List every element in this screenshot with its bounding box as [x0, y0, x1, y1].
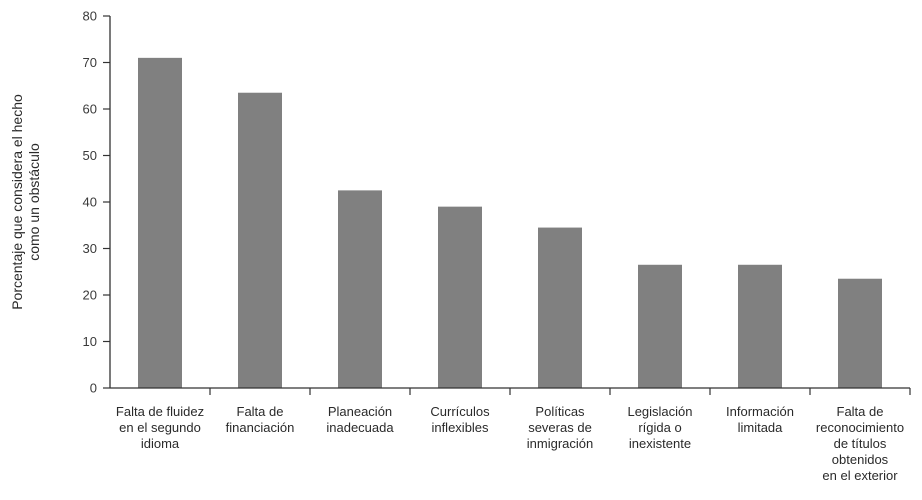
y-tick-label: 50 [83, 148, 97, 163]
bars [138, 57, 882, 388]
bar [638, 264, 682, 388]
y-axis-title: Porcentaje que considera el hecho como u… [9, 94, 42, 310]
x-tick-label: Políticas severas de inmigración [527, 404, 593, 451]
y-axis: 0 10 20 30 40 50 60 70 80 [83, 9, 111, 396]
x-tick-label: Falta de financiación [226, 404, 295, 435]
x-tick-label: Falta de fluidez en el segundo idioma [116, 404, 204, 451]
y-axis-title-line-1: Porcentaje que considera el hecho [9, 94, 25, 310]
x-axis [110, 387, 911, 395]
y-tick-label: 60 [83, 102, 97, 117]
y-axis-title-line-2: como un obstáculo [26, 143, 42, 261]
y-tick-label: 30 [83, 241, 97, 256]
x-tick-label: Planeación inadecuada [326, 404, 394, 435]
bar [138, 57, 182, 388]
x-tick-label: Falta de reconocimiento de títulos obtenido… [816, 404, 904, 483]
y-tick-label: 0 [90, 381, 97, 396]
bar [238, 92, 282, 388]
bar [538, 227, 582, 388]
y-tick-label: 40 [83, 195, 97, 210]
x-tick-label: Currículos inflexibles [430, 404, 490, 435]
y-tick-label: 10 [83, 334, 97, 349]
y-tick-label: 20 [83, 288, 97, 303]
x-tick-label: Información limitada [726, 404, 794, 435]
bar [838, 278, 882, 388]
y-tick-label: 80 [83, 9, 97, 24]
y-tick-label: 70 [83, 55, 97, 70]
bar [438, 206, 482, 388]
x-axis-labels: Falta de fluidez en el segundo idioma Falta… [116, 404, 904, 483]
bar [738, 264, 782, 388]
bar [338, 190, 382, 388]
x-tick-label: Legislación rígida o inexistente [627, 404, 692, 451]
